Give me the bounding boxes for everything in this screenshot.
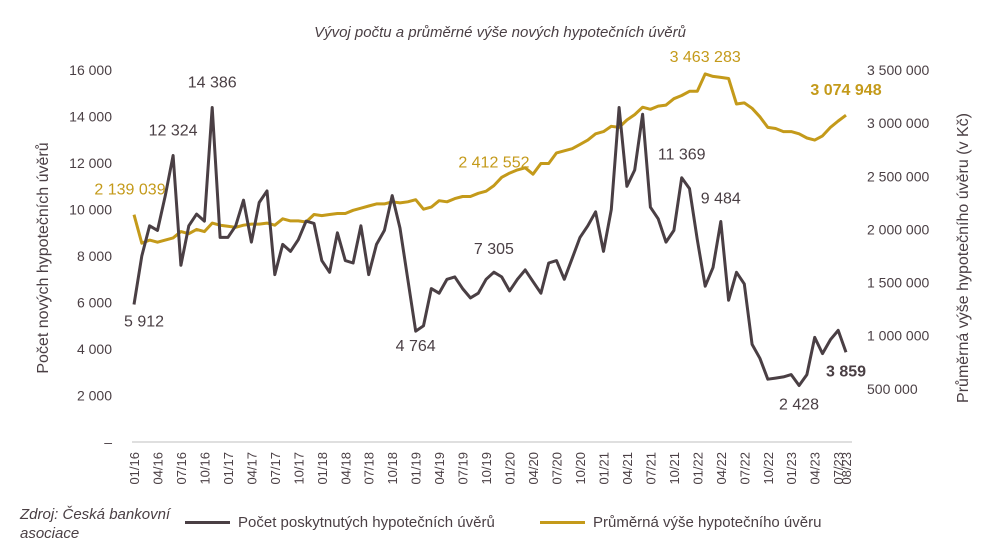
x-tick-label: 07/23 <box>831 452 846 485</box>
legend-label-average: Průměrná výše hypotečního úvěru <box>593 514 822 531</box>
x-tick-label: 04/18 <box>338 452 353 485</box>
count-data-label: 9 484 <box>701 190 741 207</box>
chart-title: Vývoj počtu a průměrné výše nových hypot… <box>314 24 687 41</box>
x-tick-label: 10/16 <box>197 452 212 485</box>
average-series-line <box>132 72 847 245</box>
x-tick-label: 07/20 <box>550 452 565 485</box>
y-left-tick-label: 6 000 <box>77 295 112 311</box>
count-data-label: 3 859 <box>826 363 866 380</box>
y-right-tick-label: 3 000 000 <box>867 115 929 131</box>
x-tick-label: 01/18 <box>315 452 330 485</box>
count-series-group <box>132 106 848 387</box>
legend-item-count: Počet poskytnutých hypotečních úvěrů <box>185 514 495 531</box>
x-tick-label: 04/17 <box>244 452 259 485</box>
y-left-tick-label: 4 000 <box>77 341 112 357</box>
count-data-label: 2 428 <box>779 397 819 414</box>
y-left-tick-label: – <box>104 434 112 450</box>
x-tick-label: 04/20 <box>526 452 541 485</box>
count-data-label: 7 305 <box>474 241 514 258</box>
x-tick-label: 07/19 <box>456 452 471 485</box>
x-tick-label: 04/23 <box>808 452 823 485</box>
x-tick-label: 01/23 <box>784 452 799 485</box>
average-series-group <box>132 72 847 245</box>
x-tick-label: 04/21 <box>620 452 635 485</box>
x-tick-label: 07/16 <box>174 452 189 485</box>
x-tick-label: 01/19 <box>409 452 424 485</box>
x-tick-label: 01/20 <box>503 452 518 485</box>
legend-item-average: Průměrná výše hypotečního úvěru <box>540 514 821 531</box>
x-tick-label: 10/21 <box>667 452 682 485</box>
y-left-tick-label: 14 000 <box>69 109 112 125</box>
x-tick-label: 04/19 <box>432 452 447 485</box>
y-left-tick-label: 8 000 <box>77 248 112 264</box>
y-left-axis-label: Počet nových hypotečních úvěrů <box>34 142 52 373</box>
axes: – 2 000 4 000 6 000 8 000 10 000 12 000 14 000 1… <box>69 62 929 485</box>
x-tick-label: 10/19 <box>479 452 494 485</box>
x-tick-label: 10/22 <box>761 452 776 485</box>
count-data-label: 14 386 <box>188 75 237 92</box>
x-tick-label: 07/22 <box>737 452 752 485</box>
average-data-label: 3 074 948 <box>810 82 881 99</box>
x-tick-label: 10/17 <box>291 452 306 485</box>
count-data-label: 4 764 <box>396 338 436 355</box>
count-data-label: 5 912 <box>124 314 164 331</box>
y-left-tick-label: 12 000 <box>69 155 112 171</box>
count-data-label: 12 324 <box>149 122 198 139</box>
x-tick-label: 10/18 <box>385 452 400 485</box>
x-tick-label: 08/23 <box>839 452 854 485</box>
y-right-tick-label: 1 000 000 <box>867 328 929 344</box>
y-left-tick-label: 2 000 <box>77 388 112 404</box>
x-tick-label: 01/22 <box>690 452 705 485</box>
x-tick-label: 04/22 <box>714 452 729 485</box>
x-tick-label: 07/17 <box>268 452 283 485</box>
y-right-tick-label: 3 500 000 <box>867 62 929 78</box>
x-tick-label: 07/21 <box>643 452 658 485</box>
count-data-label: 11 369 <box>658 147 706 164</box>
legend-swatch-average <box>540 521 585 524</box>
x-tick-label: 01/21 <box>596 452 611 485</box>
average-data-label: 3 463 283 <box>670 49 741 66</box>
count-series-line <box>132 106 848 387</box>
x-tick-label: 01/17 <box>221 452 236 485</box>
y-right-tick-label: 1 500 000 <box>867 275 929 291</box>
y-right-tick-label: 500 000 <box>867 381 918 397</box>
average-data-label: 2 412 552 <box>458 155 529 172</box>
x-tick-label: 07/18 <box>362 452 377 485</box>
y-right-axis-label: Průměrná výše hypotečního úvěru (v Kč) <box>954 113 972 403</box>
source-note: Zdroj: Česká bankovní asociace <box>20 506 171 542</box>
average-data-label: 2 139 039 <box>94 182 165 199</box>
y-left-tick-label: 16 000 <box>69 62 112 78</box>
y-right-tick-label: 2 500 000 <box>867 168 929 184</box>
legend-label-count: Počet poskytnutých hypotečních úvěrů <box>238 514 495 531</box>
data-labels-group: 5 912 12 324 14 386 4 764 7 305 11 369 9 484 2 … <box>94 49 881 414</box>
legend-swatch-count <box>185 521 230 524</box>
y-left-tick-label: 10 000 <box>69 202 112 218</box>
y-right-tick-label: 2 000 000 <box>867 221 929 237</box>
x-tick-label: 10/20 <box>573 452 588 485</box>
x-tick-label: 01/16 <box>127 452 142 485</box>
x-tick-label: 04/16 <box>150 452 165 485</box>
